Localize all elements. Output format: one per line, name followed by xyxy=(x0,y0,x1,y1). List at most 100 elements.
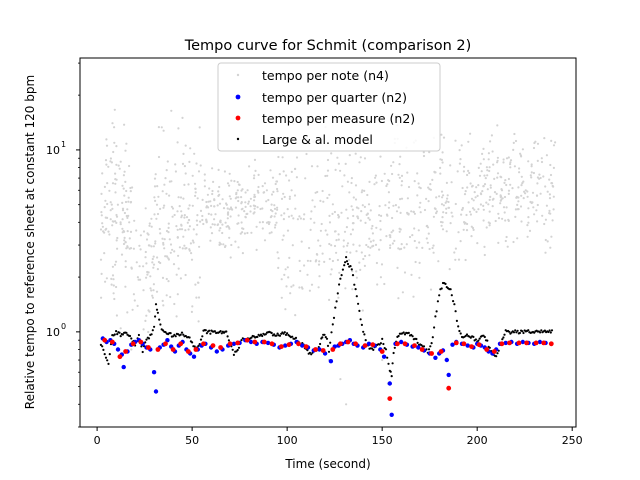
measure-point xyxy=(469,344,474,349)
note-point xyxy=(345,208,348,211)
note-point xyxy=(196,214,199,217)
note-point xyxy=(398,176,401,179)
note-point xyxy=(324,174,327,178)
note-point xyxy=(228,184,231,187)
note-point xyxy=(314,260,317,263)
note-point xyxy=(188,225,191,228)
note-point xyxy=(417,182,420,185)
note-point xyxy=(125,142,128,145)
note-point xyxy=(309,259,312,263)
note-point xyxy=(529,174,532,177)
note-point xyxy=(244,191,247,194)
model-point xyxy=(435,310,438,313)
note-point xyxy=(438,195,441,198)
note-point xyxy=(317,263,321,266)
y-axis-label: Relative tempo to reference sheet at con… xyxy=(23,75,37,409)
note-point xyxy=(210,232,214,235)
quarter-point xyxy=(399,339,404,345)
note-point xyxy=(362,257,365,261)
model-point xyxy=(101,345,104,348)
note-point xyxy=(171,248,174,251)
note-point xyxy=(249,197,252,200)
note-point xyxy=(280,214,283,217)
note-point xyxy=(538,173,541,176)
note-point xyxy=(419,211,422,214)
note-point xyxy=(503,181,506,184)
model-point xyxy=(321,336,324,339)
note-point xyxy=(445,230,448,233)
note-point xyxy=(282,192,285,195)
note-point xyxy=(544,218,548,221)
note-point xyxy=(273,207,277,210)
note-point xyxy=(504,239,507,243)
note-point xyxy=(515,196,518,199)
note-point xyxy=(265,200,268,203)
note-point xyxy=(153,213,156,216)
measure-point xyxy=(446,385,452,391)
note-point xyxy=(419,201,422,204)
model-point xyxy=(436,300,439,303)
note-point xyxy=(239,232,242,235)
note-point xyxy=(213,223,216,226)
model-point xyxy=(391,362,394,365)
model-point xyxy=(360,323,363,326)
note-point xyxy=(360,251,363,254)
note-point xyxy=(289,292,292,295)
note-point xyxy=(355,276,358,279)
note-point xyxy=(229,215,232,218)
note-point xyxy=(267,198,270,202)
note-point xyxy=(363,264,366,267)
note-point xyxy=(194,194,197,197)
measure-point xyxy=(303,344,309,349)
note-point xyxy=(205,200,208,204)
note-point xyxy=(306,273,309,276)
model-point xyxy=(382,342,385,346)
note-point xyxy=(346,217,349,220)
note-point xyxy=(295,156,299,159)
note-point xyxy=(144,250,147,254)
note-point xyxy=(132,293,135,296)
note-point xyxy=(374,243,378,246)
note-point xyxy=(151,261,154,264)
note-point xyxy=(113,297,116,301)
note-point xyxy=(363,189,366,192)
note-point xyxy=(501,197,504,200)
note-point xyxy=(253,207,256,210)
note-point xyxy=(368,254,371,257)
note-point xyxy=(219,221,222,224)
note-point xyxy=(101,225,104,228)
model-point xyxy=(250,336,253,339)
note-point xyxy=(144,207,147,210)
note-point xyxy=(414,260,417,264)
measure-point xyxy=(395,341,400,347)
note-point xyxy=(336,258,339,262)
note-point xyxy=(440,158,443,161)
note-point xyxy=(209,200,212,203)
note-point xyxy=(176,228,179,231)
note-point xyxy=(294,207,297,210)
note-point xyxy=(154,242,157,245)
model-point xyxy=(147,337,151,340)
note-point xyxy=(337,238,340,241)
measure-point xyxy=(541,340,547,346)
note-point xyxy=(276,187,279,191)
note-point xyxy=(205,218,208,221)
note-point xyxy=(418,206,421,209)
model-point xyxy=(452,300,455,303)
note-point xyxy=(184,229,187,232)
note-point xyxy=(182,197,185,200)
note-point xyxy=(112,278,115,281)
note-point xyxy=(447,206,450,209)
note-point xyxy=(448,268,451,271)
note-point xyxy=(253,199,256,202)
model-point xyxy=(351,274,355,277)
note-point xyxy=(403,246,406,249)
measure-point xyxy=(210,343,216,348)
model-point xyxy=(478,337,481,340)
measure-point xyxy=(193,347,199,352)
model-point xyxy=(415,337,418,341)
note-point xyxy=(146,232,149,235)
note-point xyxy=(222,243,225,246)
note-point xyxy=(482,147,485,150)
